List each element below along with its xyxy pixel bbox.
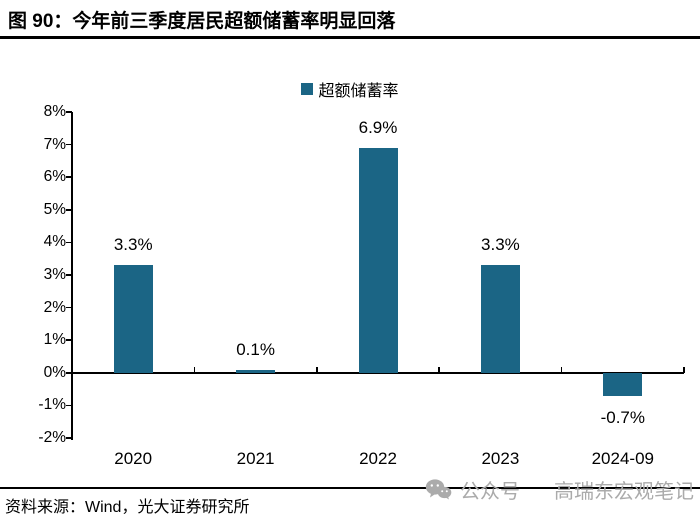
y-axis-tick-label: 1% bbox=[43, 331, 66, 349]
source-note: 资料来源：Wind，光大证券研究所 bbox=[5, 499, 250, 516]
x-axis-label-2023: 2023 bbox=[481, 449, 520, 468]
y-axis-tick-label: 8% bbox=[43, 103, 66, 120]
watermark-label: 公众号 bbox=[460, 481, 520, 503]
x-axis-tick bbox=[316, 366, 318, 373]
x-axis-label-2020: 2020 bbox=[114, 449, 153, 468]
data-label-2020: 3.3% bbox=[113, 235, 153, 255]
y-axis-line bbox=[71, 112, 73, 440]
y-axis-tick bbox=[66, 143, 72, 146]
x-axis-label-2024-09: 2024-09 bbox=[591, 449, 654, 468]
y-axis-tick bbox=[66, 339, 72, 341]
title-divider bbox=[0, 36, 700, 39]
bar-2021 bbox=[236, 369, 276, 373]
y-axis-tick bbox=[66, 404, 72, 407]
data-label-2021: 0.1% bbox=[236, 339, 275, 359]
y-axis-tick-label: -2% bbox=[38, 429, 66, 446]
legend-swatch bbox=[301, 83, 314, 95]
y-axis-tick-label: 2% bbox=[43, 298, 66, 316]
figure-title: 图 90：今年前三季度居民超额储蓄率明显回落 bbox=[8, 11, 396, 32]
data-label-2022: 6.9% bbox=[358, 117, 398, 137]
y-axis-tick-label: 6% bbox=[43, 168, 66, 186]
x-axis-tick bbox=[438, 366, 440, 373]
y-axis-tick bbox=[66, 241, 72, 244]
y-axis-tick bbox=[66, 372, 72, 374]
y-axis-tick-label: 3% bbox=[43, 266, 66, 283]
watermark: 公众号 高瑞东宏观笔记 bbox=[425, 475, 694, 504]
y-axis-tick-label: 5% bbox=[43, 200, 66, 218]
wechat-icon bbox=[425, 478, 452, 501]
y-axis-tick bbox=[66, 274, 72, 276]
bar-2024-09 bbox=[603, 372, 643, 396]
y-axis-tick bbox=[66, 209, 72, 211]
y-axis-tick-label: -1% bbox=[38, 396, 66, 414]
bar-2023 bbox=[480, 265, 520, 373]
x-axis-tick bbox=[560, 366, 563, 373]
x-axis-label-2022: 2022 bbox=[359, 449, 397, 468]
y-axis-tick-label: 7% bbox=[43, 135, 66, 153]
legend-label: 超额储蓄率 bbox=[318, 83, 399, 100]
zero-axis-line bbox=[71, 372, 684, 374]
x-axis-label-2021: 2021 bbox=[236, 449, 275, 468]
y-axis-tick bbox=[66, 437, 72, 439]
footer-divider bbox=[0, 487, 700, 489]
data-label-2024-09: -0.7% bbox=[600, 407, 645, 427]
y-axis-tick-label: 4% bbox=[43, 233, 66, 251]
x-axis-tick bbox=[193, 366, 196, 373]
bar-2022 bbox=[358, 147, 398, 373]
y-axis-tick-label: 0% bbox=[43, 363, 66, 381]
chart-legend: 超额储蓄率 bbox=[0, 77, 700, 101]
y-axis-tick bbox=[66, 111, 72, 113]
y-axis-tick bbox=[66, 176, 72, 178]
watermark-name: 高瑞东宏观笔记 bbox=[554, 481, 694, 503]
bar-2020 bbox=[113, 265, 153, 373]
y-axis-tick bbox=[66, 306, 72, 309]
data-label-2023: 3.3% bbox=[481, 235, 520, 255]
x-axis-tick bbox=[683, 366, 685, 373]
